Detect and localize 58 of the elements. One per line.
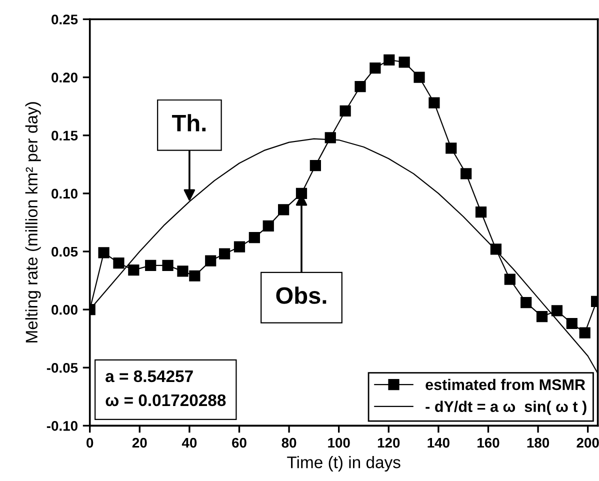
point <box>310 160 321 172</box>
point <box>189 270 200 282</box>
annotation: a = 8.54257 <box>106 370 193 382</box>
y-tick-label: 0.05 <box>52 246 78 257</box>
x-axis-title: Time (t) in days <box>287 456 400 472</box>
x-tick-label: 0 <box>86 438 94 448</box>
annotation: Th. <box>172 114 206 132</box>
point <box>340 105 351 117</box>
point <box>414 72 425 83</box>
point <box>278 204 290 216</box>
x-tick-label: 120 <box>378 438 400 448</box>
y-tick-label: -0.05 <box>46 362 78 373</box>
x-tick-label: 40 <box>182 438 197 448</box>
point <box>248 232 260 244</box>
x-tick-label: 100 <box>328 438 350 448</box>
y-tick-label: 0.20 <box>52 72 78 82</box>
x-tick-label: 140 <box>428 438 450 448</box>
point <box>113 258 124 269</box>
x-tick-label: 80 <box>282 438 296 448</box>
x-tick-label: 160 <box>478 438 500 448</box>
point <box>536 310 548 322</box>
y-axis-title: Melting rate (million km² per day) <box>25 102 41 342</box>
point <box>398 56 410 68</box>
point <box>566 318 578 330</box>
point <box>205 255 216 266</box>
y-tick-label: 0.10 <box>52 188 78 199</box>
point <box>98 247 110 258</box>
point <box>551 305 563 316</box>
point <box>446 142 457 154</box>
point <box>128 264 140 276</box>
legend-label: estimated from MSMR <box>426 378 586 390</box>
point <box>384 54 395 66</box>
point <box>579 327 590 338</box>
legend-label: - dY/dt = a ω sin( ω t ) <box>426 400 586 415</box>
x-tick-label: 180 <box>527 438 550 448</box>
y-tick-label: -0.10 <box>46 421 78 431</box>
point <box>354 81 366 92</box>
annotation: Obs. <box>276 286 326 304</box>
point <box>262 220 274 232</box>
point <box>219 248 230 260</box>
y-tick-label: 0.15 <box>52 130 78 141</box>
point <box>460 168 472 180</box>
point <box>145 260 156 271</box>
y-tick-label: 0.25 <box>52 14 78 24</box>
x-tick-label: 60 <box>232 438 246 448</box>
point <box>520 297 532 308</box>
x-tick-label: 200 <box>576 438 599 448</box>
y-tick-label: 0.00 <box>52 304 78 315</box>
point <box>428 97 440 108</box>
point <box>234 241 246 252</box>
point <box>475 206 487 218</box>
point <box>162 260 174 271</box>
point <box>370 62 381 74</box>
point <box>177 266 188 277</box>
point <box>504 274 516 285</box>
annotation: ω = 0.01720288 <box>106 394 226 406</box>
x-tick-label: 20 <box>132 438 147 448</box>
point <box>324 132 336 144</box>
